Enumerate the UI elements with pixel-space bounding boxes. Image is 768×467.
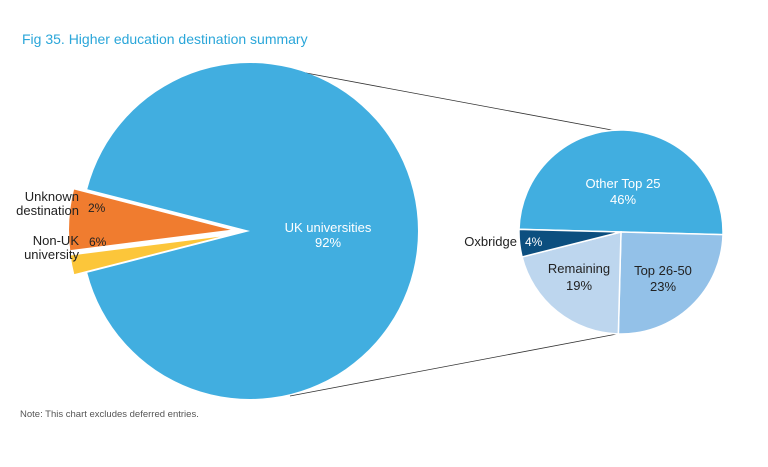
main-pie <box>67 63 419 399</box>
pie-slice-oxbridge <box>518 228 622 258</box>
slice-label-oxbridge: Oxbridge <box>464 234 517 249</box>
pie-slice-non-uk-university <box>67 187 237 253</box>
slice-label-other-top25: Other Top 25 <box>586 176 661 191</box>
slice-value-uk-universities: 92% <box>315 235 341 250</box>
slice-value-remaining: 19% <box>566 278 592 293</box>
slice-value-oxbridge: 4% <box>525 235 543 249</box>
slice-value-top26-50: 23% <box>650 279 676 294</box>
figure-title: Fig 35. Higher education destination sum… <box>22 31 308 47</box>
pie-slice-uk-universities <box>87 63 419 399</box>
connector-line-bottom <box>289 333 618 397</box>
footnote: Note: This chart excludes deferred entri… <box>20 409 199 420</box>
slice-label-top26-50: Top 26-50 <box>634 263 692 278</box>
slice-label-non-uk-line1: Non-UK <box>33 233 80 248</box>
pie-slice-unknown-destination <box>68 232 237 277</box>
slice-value-non-uk: 6% <box>89 235 107 249</box>
slice-label-remaining: Remaining <box>548 261 610 276</box>
pie-slice-remaining <box>521 231 622 335</box>
pie-slice-other-top-25 <box>518 129 724 236</box>
breakdown-pie <box>518 129 724 335</box>
pie-slice-top-26-50 <box>617 231 724 335</box>
slice-label-unknown-line2: destination <box>16 203 79 218</box>
slice-value-unknown: 2% <box>88 201 106 215</box>
slice-value-other-top25: 46% <box>610 192 636 207</box>
slice-label-unknown-line1: Unknown <box>25 189 79 204</box>
slice-label-uk-universities: UK universities <box>285 220 372 235</box>
connector-lines <box>289 69 618 397</box>
connector-line-top <box>289 69 618 132</box>
slice-label-non-uk-line2: university <box>24 247 79 262</box>
